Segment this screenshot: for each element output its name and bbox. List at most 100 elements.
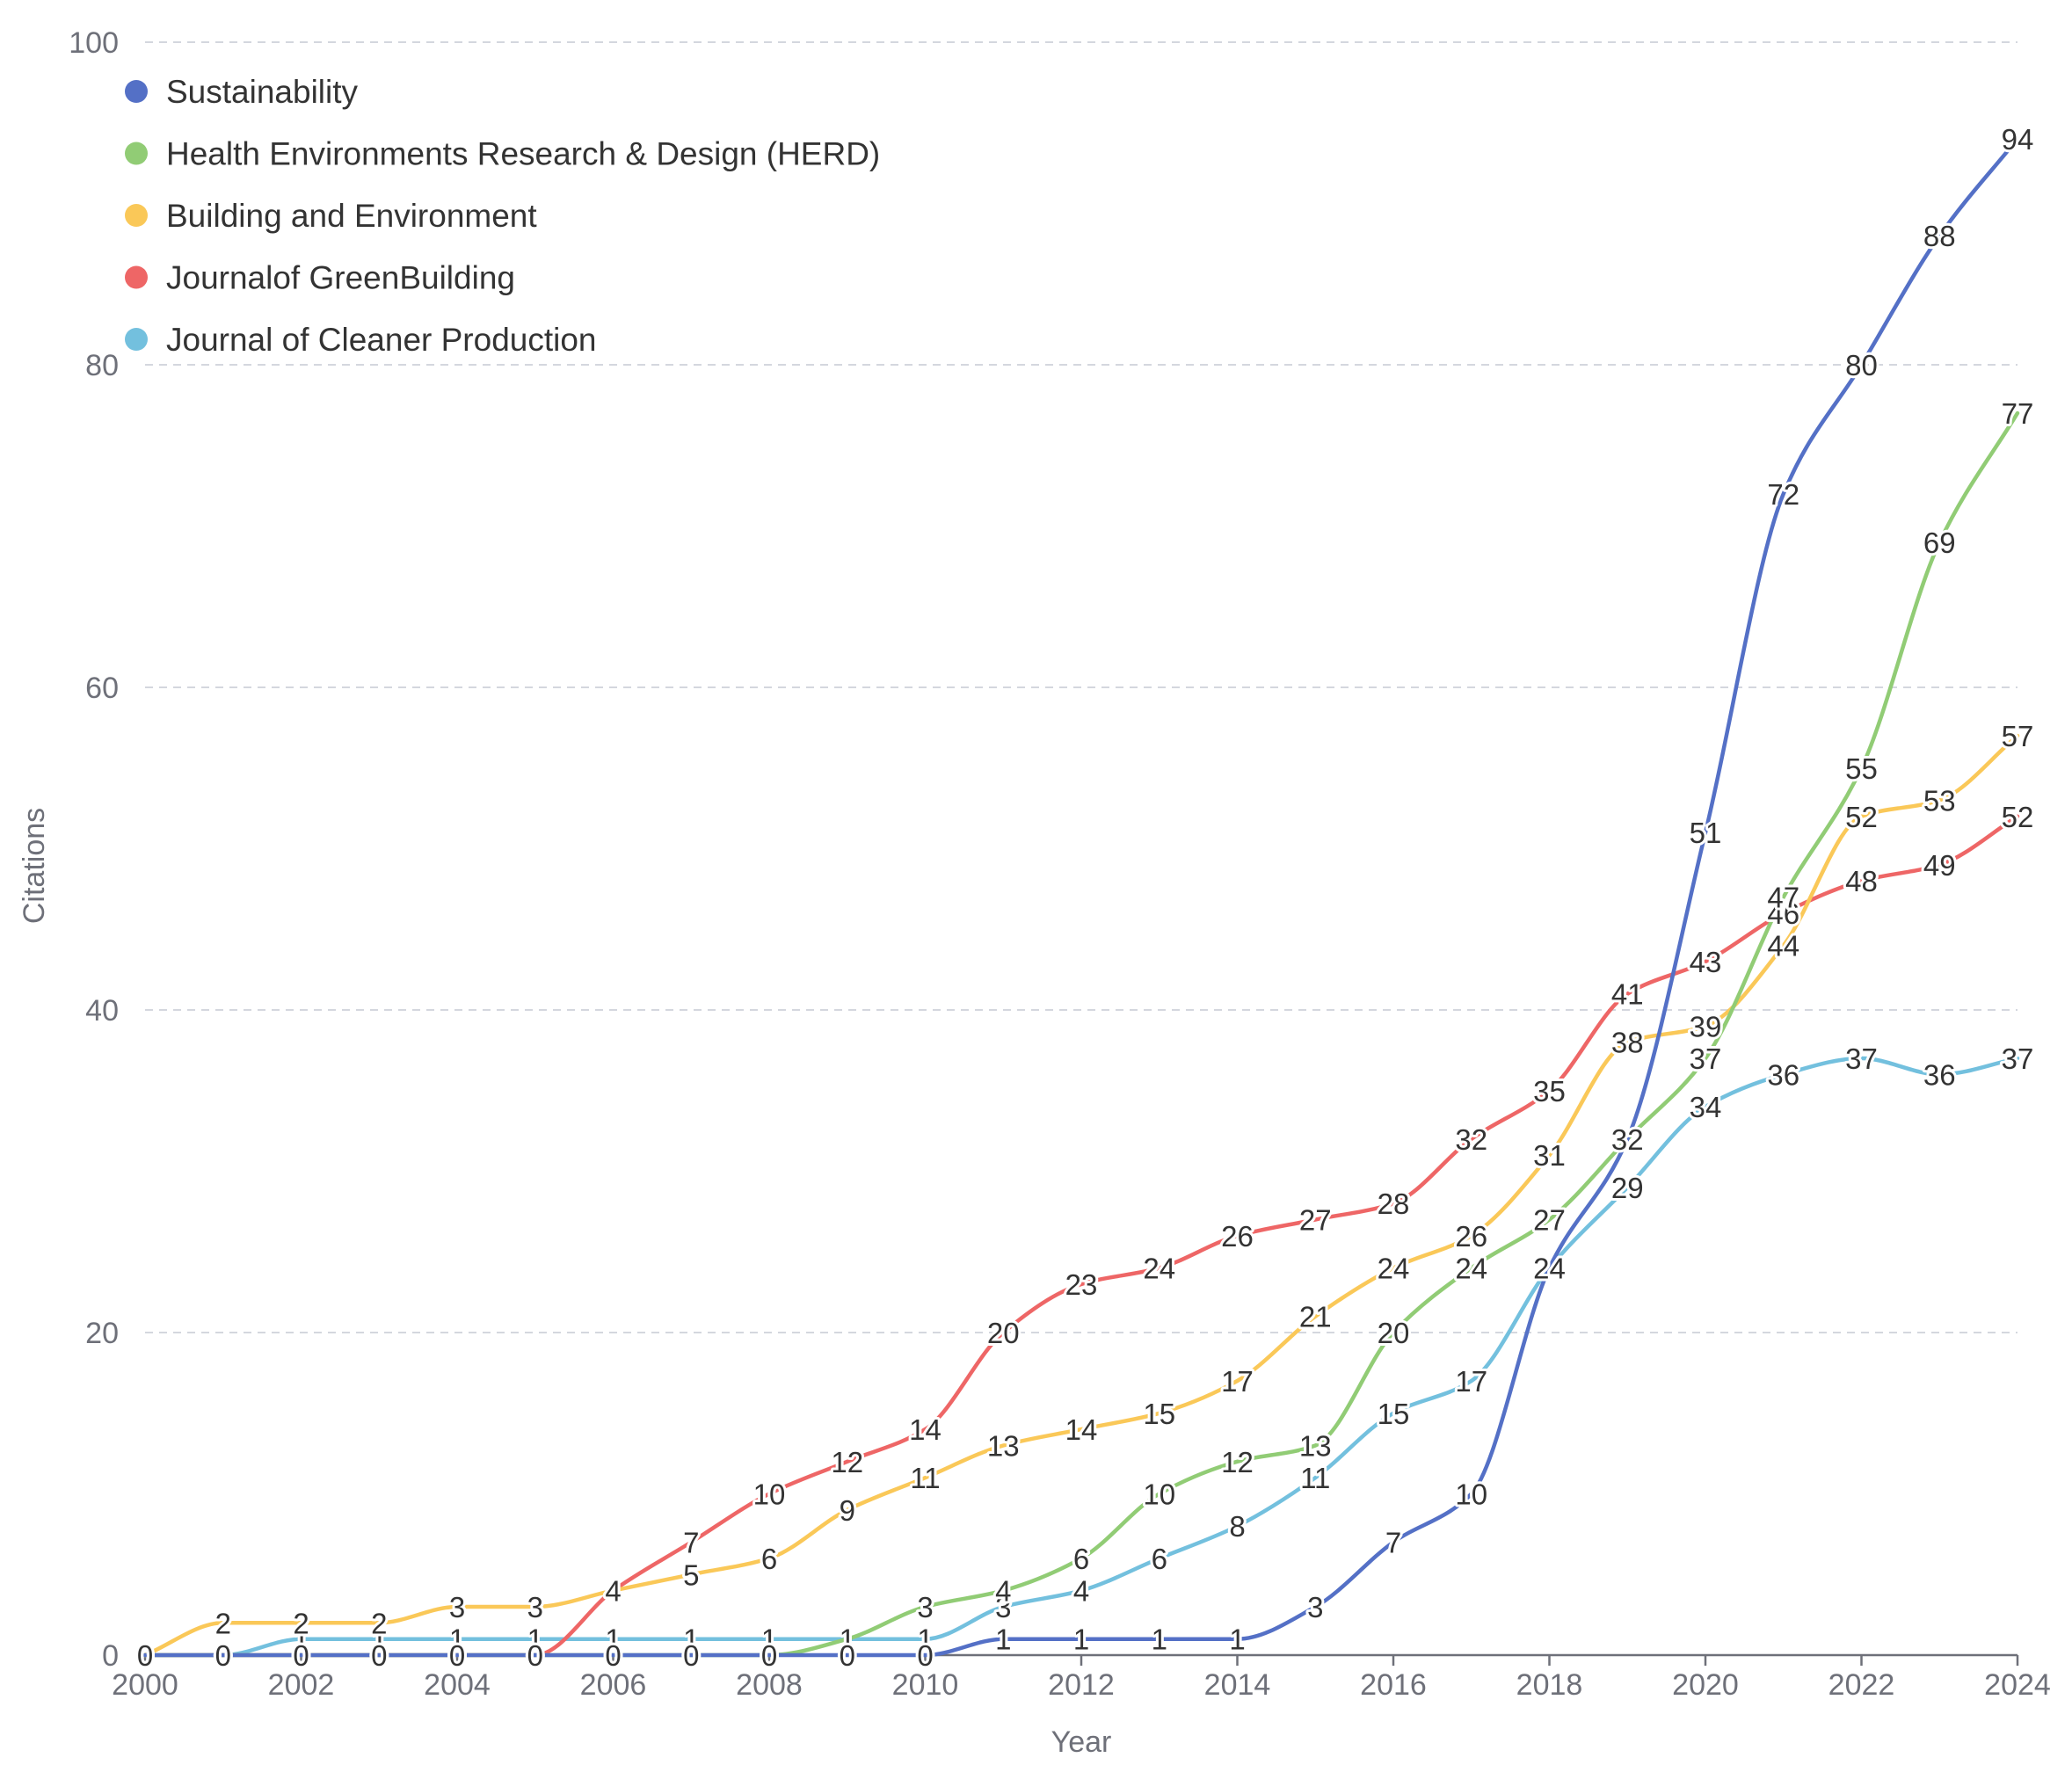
data-label: 2	[215, 1607, 231, 1639]
legend-marker	[125, 328, 148, 351]
legend-label: Journal of Cleaner Production	[166, 322, 597, 358]
legend-label: Sustainability	[166, 74, 359, 110]
data-label: 28	[1378, 1188, 1410, 1220]
data-label: 1	[761, 1623, 777, 1656]
data-label: 94	[2002, 123, 2034, 156]
data-label: 39	[1690, 1010, 1722, 1042]
data-label: 0	[215, 1639, 231, 1672]
data-label: 20	[987, 1317, 1020, 1349]
data-label: 32	[1611, 1123, 1644, 1156]
data-label: 0	[449, 1639, 465, 1672]
x-tick-label: 2000	[112, 1668, 178, 1702]
data-label: 0	[605, 1639, 621, 1672]
data-label: 24	[1455, 1253, 1487, 1285]
data-label: 2	[293, 1607, 309, 1639]
x-axis-title: Year	[1051, 1725, 1112, 1759]
data-label: 27	[1299, 1204, 1332, 1237]
series-line-4	[142, 1056, 2020, 1658]
data-label: 0	[293, 1639, 309, 1672]
data-label: 1	[917, 1623, 933, 1656]
data-label: 13	[987, 1429, 1020, 1462]
data-label: 27	[1533, 1204, 1566, 1237]
data-label: 11	[910, 1462, 940, 1494]
x-tick-label: 2020	[1672, 1668, 1739, 1702]
x-tick-label: 2016	[1360, 1668, 1427, 1702]
x-tick-label: 2022	[1828, 1668, 1895, 1702]
data-label: 26	[1455, 1220, 1487, 1253]
x-tick-label: 2010	[892, 1668, 959, 1702]
data-label: 69	[1923, 527, 1956, 559]
data-label: 57	[2002, 720, 2034, 752]
x-tick-label: 2014	[1204, 1668, 1271, 1702]
data-label: 14	[909, 1413, 941, 1446]
data-label: 3	[995, 1591, 1011, 1623]
data-label: 0	[371, 1639, 387, 1672]
data-label: 3	[1307, 1591, 1323, 1623]
data-label: 0	[215, 1639, 231, 1672]
data-label: 0	[449, 1639, 465, 1672]
data-label: 47	[1767, 882, 1799, 914]
data-label: 8	[1229, 1510, 1245, 1543]
x-tick-label: 2018	[1516, 1668, 1583, 1702]
y-axis-title: Citations	[18, 808, 51, 924]
data-label: 0	[605, 1639, 621, 1672]
data-label: 1	[683, 1623, 699, 1656]
data-label: 0	[371, 1639, 387, 1672]
data-label: 24	[1143, 1253, 1175, 1285]
data-label: 0	[215, 1639, 231, 1672]
data-label: 55	[1845, 752, 1878, 785]
data-label: 0	[761, 1639, 777, 1672]
data-label: 88	[1923, 220, 1956, 252]
data-label: 11	[1300, 1462, 1330, 1494]
data-label: 0	[527, 1639, 543, 1672]
data-label: 52	[2002, 801, 2034, 833]
y-tick-label: 40	[85, 994, 119, 1028]
data-label: 12	[1221, 1446, 1254, 1478]
data-label: 1	[293, 1623, 309, 1656]
series-line-1	[142, 410, 2020, 1658]
data-label: 26	[1221, 1220, 1254, 1253]
data-label: 37	[1845, 1042, 1878, 1075]
data-label: 80	[1845, 349, 1878, 381]
data-label: 49	[1923, 849, 1956, 882]
data-label: 12	[831, 1446, 863, 1478]
x-tick-label: 2024	[1984, 1668, 2051, 1702]
y-tick-label: 60	[85, 672, 119, 705]
data-label: 0	[137, 1639, 153, 1672]
series-line-3	[142, 814, 2020, 1658]
legend: Sustainability Health Environments Resear…	[125, 74, 880, 358]
data-label: 23	[1065, 1268, 1098, 1301]
data-label: 46	[1767, 897, 1799, 930]
data-label: 53	[1923, 784, 1956, 817]
data-label: 51	[1690, 817, 1722, 849]
data-label: 1	[995, 1623, 1011, 1656]
data-label: 0	[215, 1639, 231, 1672]
data-label: 0	[293, 1639, 309, 1672]
data-label: 0	[449, 1639, 465, 1672]
data-label: 1	[449, 1623, 465, 1656]
data-label: 31	[1533, 1139, 1566, 1172]
data-label: 32	[1455, 1123, 1487, 1156]
legend-marker	[125, 142, 148, 165]
data-label: 21	[1299, 1301, 1332, 1333]
data-label: 37	[2002, 1042, 2034, 1075]
data-label: 24	[1378, 1253, 1410, 1285]
series-line-0	[142, 136, 2020, 1658]
data-label: 6	[1073, 1543, 1089, 1575]
data-label: 72	[1767, 478, 1799, 511]
data-label: 1	[527, 1623, 543, 1656]
legend-marker	[125, 265, 148, 289]
data-label: 6	[1152, 1543, 1167, 1575]
data-label: 48	[1845, 865, 1878, 897]
data-label: 10	[753, 1478, 786, 1511]
data-label: 17	[1221, 1365, 1254, 1398]
data-label: 3	[917, 1591, 933, 1623]
data-label: 6	[761, 1543, 777, 1575]
data-label: 0	[293, 1639, 309, 1672]
data-label: 3	[449, 1591, 465, 1623]
data-label: 32	[1611, 1123, 1644, 1156]
series-line-2	[142, 733, 2020, 1658]
data-label: 0	[840, 1639, 855, 1672]
